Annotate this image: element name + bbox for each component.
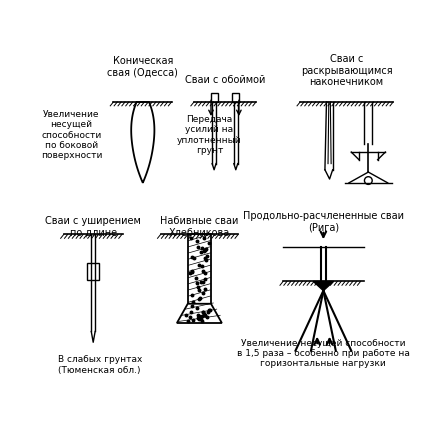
Text: Сваи с обоймой: Сваи с обоймой [185, 75, 265, 85]
Text: Сваи с
раскрывающимся
наконечником: Сваи с раскрывающимся наконечником [301, 54, 392, 87]
Text: Сваи с уширением
по длине: Сваи с уширением по длине [45, 216, 141, 238]
Bar [188, 234, 211, 304]
Text: Продольно-расчлененные сваи
(Рига): Продольно-расчлененные сваи (Рига) [243, 211, 404, 233]
Text: Набивные сваи
Хлебникова: Набивные сваи Хлебникова [160, 216, 239, 238]
Text: Передача
усилий на
уплотненный
грунт: Передача усилий на уплотненный грунт [177, 115, 242, 155]
Bar [233, 93, 239, 102]
Text: В слабых грунтах
(Тюменская обл.): В слабых грунтах (Тюменская обл.) [58, 355, 143, 375]
Text: Увеличение несущей способности
в 1,5 раза – особенно при работе на
горизонтальны: Увеличение несущей способности в 1,5 раз… [237, 339, 410, 368]
Polygon shape [313, 281, 333, 291]
Bar [211, 93, 218, 102]
Bar [87, 263, 99, 280]
Polygon shape [177, 304, 222, 323]
Text: Увеличение
несущей
способности
по боковой
поверхности: Увеличение несущей способности по боково… [41, 110, 102, 160]
Text: Коническая
свая (Одесса): Коническая свая (Одесса) [108, 56, 178, 78]
Polygon shape [131, 102, 155, 183]
